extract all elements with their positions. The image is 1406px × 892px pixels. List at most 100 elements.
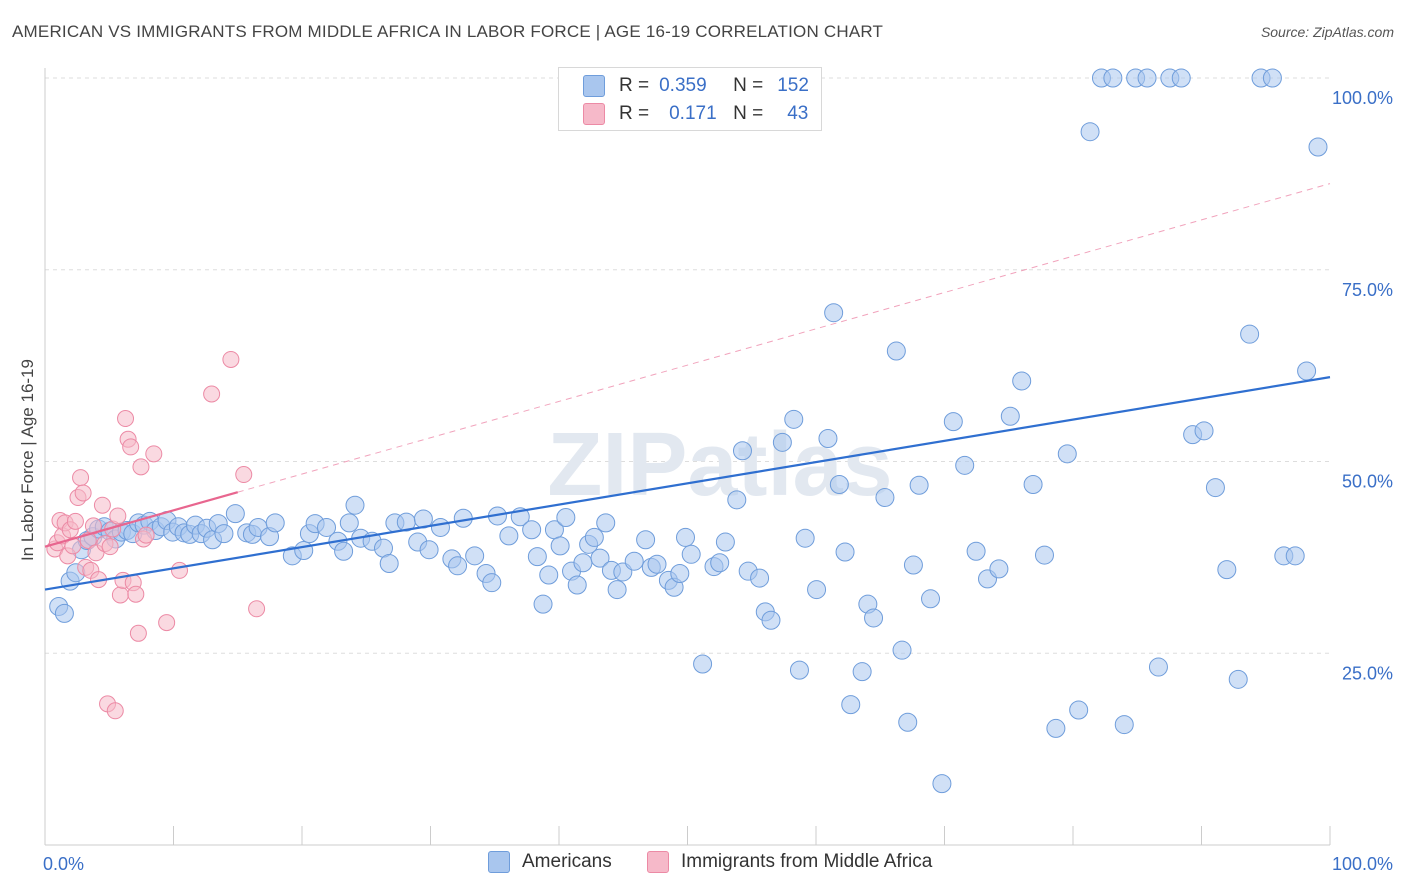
n-label: N = [733,75,764,96]
americans-point [909,475,929,495]
americans-point [482,573,502,593]
americans-point [795,528,815,548]
immigrants-point [74,484,92,502]
y-tick-label: 25.0% [1342,663,1393,683]
n-value: 152 [777,75,809,96]
americans-point [818,428,838,448]
americans-point [573,553,593,573]
data-points [46,68,1328,794]
immigrants-point [93,496,111,514]
immigrants-point [137,526,155,544]
americans-point [225,504,245,524]
americans-point [590,548,610,568]
americans-point [932,774,952,794]
immigrants-point [222,350,240,368]
legend-label: Americans [522,851,612,872]
tick-labels: 25.0% 50.0% 75.0% 100.0% 0.0% 100.0% [43,88,1393,874]
americans-point [636,530,656,550]
immigrants-point [248,600,266,618]
americans-point [710,553,730,573]
americans-point [607,580,627,600]
americans-point [1103,68,1123,88]
n-value: 43 [787,103,809,124]
americans-point [772,432,792,452]
americans-point [789,660,809,680]
pink-trend [237,183,1331,493]
series-legend: Americans Immigrants from Middle Africa [0,851,1406,877]
americans-point [1194,421,1214,441]
americans-point [898,712,918,732]
americans-point [1069,700,1089,720]
americans-point [567,575,587,595]
americans-point [54,603,74,623]
y-tick-label: 50.0% [1342,472,1393,492]
americans-point [214,524,234,544]
immigrants-point [72,469,90,487]
americans-point [294,540,314,560]
immigrants-point [235,466,253,484]
source-note: Source: ZipAtlas.com [1260,24,1394,40]
americans-point [835,542,855,562]
americans-point [533,594,553,614]
x-tick-label: 0.0% [43,854,84,874]
y-tick-label: 100.0% [1332,88,1393,108]
watermark: ZIPatlas [547,415,892,515]
americans-point [317,517,337,537]
americans-point [886,341,906,361]
americans-point [647,554,667,574]
r-label: R = [619,103,650,124]
americans-point [750,568,770,588]
americans-point [1205,478,1225,498]
americans-point [1240,324,1260,344]
americans-point [334,541,354,561]
americans-point [1228,669,1248,689]
americans-point [1137,68,1157,88]
americans-point [1000,406,1020,426]
blue-swatch-icon [488,851,510,873]
americans-point [852,662,872,682]
americans-point [1308,137,1328,157]
americans-point [1012,371,1032,391]
americans-point [556,507,576,527]
americans-point [527,547,547,567]
immigrants-point [122,438,140,456]
americans-point [824,303,844,323]
americans-point [921,589,941,609]
americans-point [1171,68,1191,88]
americans-point [676,527,695,547]
americans-point [943,412,963,432]
r-label: R = [619,75,650,96]
legend-label: Immigrants from Middle Africa [681,851,933,872]
americans-point [892,640,912,660]
r-value: 0.359 [659,75,707,96]
americans-point [1297,361,1317,381]
americans-point [841,695,861,715]
americans-point [1034,545,1054,565]
y-tick-label: 75.0% [1342,280,1393,300]
americans-point [465,546,485,566]
immigrants-point [171,561,188,579]
americans-point [1023,475,1043,495]
americans-point [265,513,285,533]
americans-point [419,540,439,560]
americans-point [379,554,399,574]
legend-item-immigrants: Immigrants from Middle Africa [647,851,932,873]
n-label: N = [733,103,764,124]
americans-point [550,536,570,556]
r-value: 0.171 [669,103,717,124]
americans-point [453,508,473,528]
immigrants-trend-line [44,491,239,548]
americans-point [1217,560,1237,580]
americans-point [345,495,365,515]
americans-point [522,520,542,540]
immigrants-point [203,385,221,403]
americans-point [875,488,895,508]
immigrants-point [117,410,135,428]
americans-point [784,409,804,429]
americans-point [864,608,884,628]
americans-point [596,513,616,533]
trend-lines [44,376,1331,591]
x-tick-label: 100.0% [1332,854,1393,874]
immigrants-point [106,702,124,720]
